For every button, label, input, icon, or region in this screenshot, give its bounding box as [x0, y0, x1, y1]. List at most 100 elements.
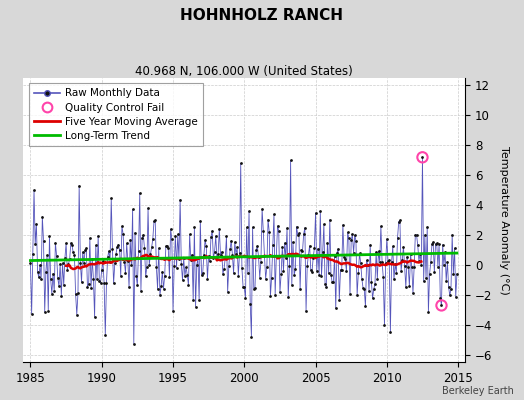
Point — [132, 273, 140, 279]
Point — [259, 227, 267, 234]
Point — [343, 229, 352, 236]
Point — [302, 308, 310, 314]
Point — [327, 272, 335, 279]
Point — [392, 270, 400, 276]
Point — [232, 251, 240, 257]
Point — [163, 243, 171, 249]
Point — [177, 261, 185, 268]
Point — [39, 238, 48, 244]
Point — [408, 264, 416, 271]
Point — [216, 252, 225, 258]
Point — [247, 334, 256, 340]
Point — [143, 264, 151, 270]
Point — [358, 276, 366, 282]
Point — [202, 243, 211, 250]
Point — [293, 232, 302, 238]
Point — [287, 157, 295, 164]
Point — [208, 228, 216, 234]
Point — [311, 210, 320, 216]
Point — [297, 246, 305, 253]
Point — [402, 284, 410, 291]
Point — [120, 258, 128, 265]
Point — [79, 249, 87, 255]
Point — [314, 246, 322, 252]
Point — [440, 262, 448, 268]
Point — [44, 307, 52, 314]
Point — [195, 297, 203, 304]
Point — [100, 280, 108, 286]
Point — [27, 311, 36, 317]
Point — [288, 282, 296, 288]
Point — [75, 182, 83, 189]
Point — [417, 262, 425, 268]
Point — [146, 251, 155, 258]
Point — [159, 286, 168, 292]
Point — [48, 291, 56, 297]
Point — [231, 239, 239, 245]
Point — [78, 279, 86, 285]
Point — [147, 244, 156, 251]
Point — [380, 322, 389, 328]
Point — [441, 249, 449, 256]
Point — [418, 154, 427, 160]
Point — [31, 241, 39, 248]
Point — [279, 268, 288, 274]
Point — [97, 266, 106, 273]
Point — [34, 268, 42, 275]
Point — [235, 250, 244, 256]
Point — [269, 241, 277, 248]
Point — [64, 261, 73, 267]
Point — [256, 274, 264, 281]
Point — [234, 272, 243, 279]
Point — [391, 261, 399, 267]
Point — [155, 245, 163, 251]
Point — [51, 240, 60, 246]
Point — [364, 262, 372, 268]
Point — [57, 293, 66, 299]
Point — [330, 253, 339, 260]
Point — [61, 255, 69, 262]
Point — [374, 248, 383, 254]
Point — [420, 278, 428, 284]
Point — [191, 303, 200, 310]
Point — [36, 262, 44, 268]
Point — [220, 265, 228, 272]
Point — [444, 284, 453, 290]
Y-axis label: Temperature Anomaly (°C): Temperature Anomaly (°C) — [499, 146, 509, 294]
Point — [189, 297, 198, 304]
Point — [435, 241, 443, 248]
Point — [430, 269, 439, 275]
Point — [365, 288, 373, 294]
Point — [172, 264, 181, 271]
Point — [304, 252, 313, 258]
Point — [207, 233, 215, 240]
Point — [291, 266, 300, 272]
Point — [213, 256, 221, 262]
Point — [87, 285, 95, 292]
Point — [183, 272, 191, 278]
Point — [226, 246, 234, 252]
Point — [254, 254, 263, 260]
Point — [230, 270, 238, 276]
Point — [324, 270, 333, 276]
Point — [371, 281, 379, 287]
Point — [94, 233, 102, 239]
Point — [292, 223, 301, 230]
Point — [156, 292, 164, 298]
Point — [332, 305, 340, 312]
Point — [271, 291, 279, 298]
Point — [107, 195, 115, 202]
Point — [114, 241, 123, 248]
Point — [301, 224, 309, 231]
Point — [204, 252, 213, 259]
Point — [138, 234, 146, 241]
Point — [209, 255, 217, 262]
Point — [329, 279, 337, 285]
Point — [152, 264, 160, 270]
Point — [263, 264, 271, 270]
Point — [294, 230, 303, 236]
Point — [187, 256, 195, 263]
Point — [227, 238, 235, 244]
Point — [274, 223, 282, 229]
Title: 40.968 N, 106.000 W (United States): 40.968 N, 106.000 W (United States) — [135, 65, 353, 78]
